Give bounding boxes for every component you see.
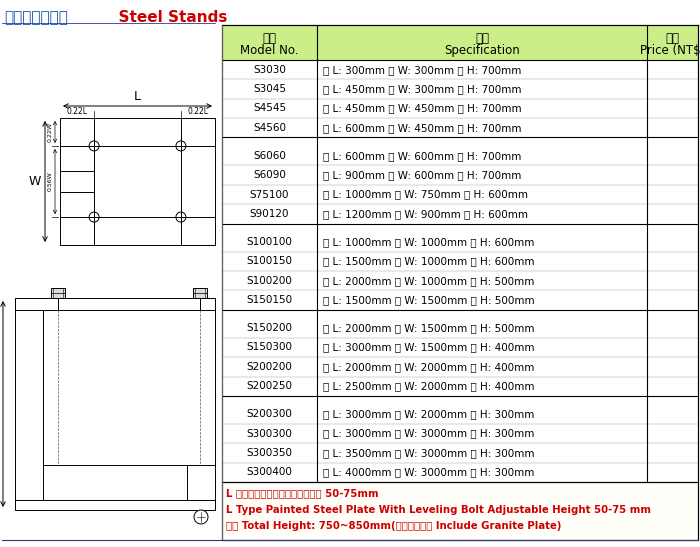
Text: 長 L: 2000mm 寬 W: 1500mm 高 H: 500mm: 長 L: 2000mm 寬 W: 1500mm 高 H: 500mm bbox=[323, 323, 535, 333]
Text: 價格: 價格 bbox=[666, 32, 680, 45]
Text: 長 L: 2000mm 寬 W: 1000mm 高 H: 500mm: 長 L: 2000mm 寬 W: 1000mm 高 H: 500mm bbox=[323, 276, 534, 286]
Text: 長 L: 3000mm 寬 W: 1500mm 高 H: 400mm: 長 L: 3000mm 寬 W: 1500mm 高 H: 400mm bbox=[323, 342, 535, 352]
Bar bbox=[15, 298, 43, 510]
Text: 長 L: 1200mm 寬 W: 900mm 高 H: 600mm: 長 L: 1200mm 寬 W: 900mm 高 H: 600mm bbox=[323, 209, 528, 219]
Bar bbox=[15, 298, 215, 310]
Text: S75100: S75100 bbox=[250, 190, 289, 200]
Text: 0.22L: 0.22L bbox=[66, 107, 88, 116]
Text: S100200: S100200 bbox=[246, 276, 293, 286]
Text: Price (NT$): Price (NT$) bbox=[640, 44, 700, 57]
Text: 長 L: 4000mm 寬 W: 3000mm 高 H: 300mm: 長 L: 4000mm 寬 W: 3000mm 高 H: 300mm bbox=[323, 467, 534, 478]
Circle shape bbox=[194, 510, 208, 524]
Text: 長 L: 450mm 寬 W: 450mm 高 H: 700mm: 長 L: 450mm 寬 W: 450mm 高 H: 700mm bbox=[323, 103, 522, 113]
Text: S150150: S150150 bbox=[246, 295, 293, 305]
Bar bbox=[51, 288, 65, 298]
Text: S200300: S200300 bbox=[246, 409, 293, 419]
Text: S4545: S4545 bbox=[253, 103, 286, 113]
Text: 長 L: 300mm 寬 W: 300mm 高 H: 700mm: 長 L: 300mm 寬 W: 300mm 高 H: 700mm bbox=[323, 65, 522, 75]
Text: Steel Stands: Steel Stands bbox=[108, 10, 228, 25]
Text: L: L bbox=[134, 90, 141, 103]
Text: S4560: S4560 bbox=[253, 123, 286, 133]
Text: S300300: S300300 bbox=[246, 429, 293, 439]
Bar bbox=[222, 25, 317, 60]
Text: 規格: 規格 bbox=[475, 32, 489, 45]
Text: 長 L: 1500mm 寬 W: 1000mm 高 H: 600mm: 長 L: 1500mm 寬 W: 1000mm 高 H: 600mm bbox=[323, 257, 535, 266]
Text: 0.22W: 0.22W bbox=[48, 122, 53, 142]
Text: 長 L: 600mm 寬 W: 600mm 高 H: 700mm: 長 L: 600mm 寬 W: 600mm 高 H: 700mm bbox=[323, 151, 522, 161]
Text: Model No.: Model No. bbox=[240, 44, 299, 57]
Text: 長 L: 2500mm 寬 W: 2000mm 高 H: 400mm: 長 L: 2500mm 寬 W: 2000mm 高 H: 400mm bbox=[323, 381, 535, 391]
Text: S6090: S6090 bbox=[253, 170, 286, 180]
Text: 長 L: 450mm 寬 W: 300mm 高 H: 700mm: 長 L: 450mm 寬 W: 300mm 高 H: 700mm bbox=[323, 84, 522, 94]
Text: 長 L: 1000mm 寬 W: 750mm 高 H: 600mm: 長 L: 1000mm 寬 W: 750mm 高 H: 600mm bbox=[323, 190, 528, 200]
Text: S150300: S150300 bbox=[246, 342, 293, 352]
Text: S3045: S3045 bbox=[253, 84, 286, 94]
Text: 0.22L: 0.22L bbox=[188, 107, 209, 116]
Bar bbox=[43, 310, 215, 465]
Bar bbox=[222, 482, 698, 540]
Text: S200250: S200250 bbox=[246, 381, 293, 391]
Text: 長 L: 2000mm 寬 W: 2000mm 高 H: 400mm: 長 L: 2000mm 寬 W: 2000mm 高 H: 400mm bbox=[323, 362, 534, 372]
Text: 長 L: 3500mm 寬 W: 3000mm 高 H: 300mm: 長 L: 3500mm 寬 W: 3000mm 高 H: 300mm bbox=[323, 448, 535, 458]
Text: 長 L: 900mm 寬 W: 600mm 高 H: 700mm: 長 L: 900mm 寬 W: 600mm 高 H: 700mm bbox=[323, 170, 522, 180]
Text: W: W bbox=[29, 175, 41, 188]
Text: S300350: S300350 bbox=[246, 448, 293, 458]
Text: L 型噴漆鋼板附水平螺栓可調高度 50-75mm: L 型噴漆鋼板附水平螺栓可調高度 50-75mm bbox=[226, 488, 379, 498]
Text: S90120: S90120 bbox=[250, 209, 289, 219]
Text: S300400: S300400 bbox=[246, 467, 293, 478]
Text: S100100: S100100 bbox=[246, 237, 293, 247]
Text: 長 L: 3000mm 寬 W: 3000mm 高 H: 300mm: 長 L: 3000mm 寬 W: 3000mm 高 H: 300mm bbox=[323, 429, 534, 439]
Text: S200200: S200200 bbox=[246, 362, 293, 372]
Text: S100150: S100150 bbox=[246, 257, 293, 266]
Text: 長 L: 3000mm 寬 W: 2000mm 高 H: 300mm: 長 L: 3000mm 寬 W: 2000mm 高 H: 300mm bbox=[323, 409, 534, 419]
Bar bbox=[15, 500, 215, 510]
Text: 型號: 型號 bbox=[262, 32, 276, 45]
Bar bbox=[193, 288, 207, 298]
Text: 0.56W: 0.56W bbox=[48, 172, 53, 191]
Bar bbox=[60, 118, 215, 245]
Text: S6060: S6060 bbox=[253, 151, 286, 161]
Text: 長 L: 1500mm 寬 W: 1500mm 高 H: 500mm: 長 L: 1500mm 寬 W: 1500mm 高 H: 500mm bbox=[323, 295, 535, 305]
Text: S3030: S3030 bbox=[253, 65, 286, 75]
Text: 總高 Total Height: 750~850mm(含花崗石平台 Include Granite Plate): 總高 Total Height: 750~850mm(含花崗石平台 Includ… bbox=[226, 521, 561, 531]
Bar bbox=[317, 25, 647, 60]
Text: S150200: S150200 bbox=[246, 323, 293, 333]
Text: Specification: Specification bbox=[444, 44, 520, 57]
Text: 長 L: 1000mm 寬 W: 1000mm 高 H: 600mm: 長 L: 1000mm 寬 W: 1000mm 高 H: 600mm bbox=[323, 237, 534, 247]
Text: L Type Painted Steel Plate With Leveling Bolt Adjustable Height 50-75 mm: L Type Painted Steel Plate With Leveling… bbox=[226, 505, 651, 515]
Bar bbox=[647, 25, 698, 60]
Bar bbox=[187, 465, 215, 500]
Text: 花崗石平台腳架: 花崗石平台腳架 bbox=[4, 10, 68, 25]
Text: 長 L: 600mm 寬 W: 450mm 高 H: 700mm: 長 L: 600mm 寬 W: 450mm 高 H: 700mm bbox=[323, 123, 522, 133]
